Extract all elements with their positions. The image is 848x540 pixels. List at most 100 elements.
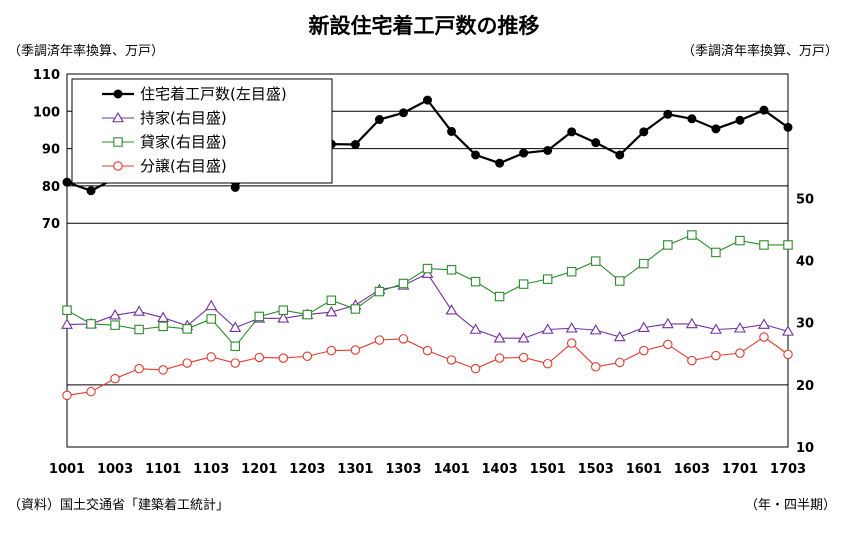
data-point-owner <box>613 330 626 342</box>
series-rental <box>62 230 793 352</box>
data-point-owner <box>661 317 674 329</box>
data-point-rental <box>206 314 216 324</box>
data-point-total <box>663 109 673 119</box>
plot-frame <box>66 73 789 448</box>
data-point-total <box>543 145 553 155</box>
data-point-rental <box>687 230 697 240</box>
data-point-sale <box>518 352 529 363</box>
data-point-owner <box>782 325 794 336</box>
data-point-total <box>398 108 408 118</box>
data-point-rental <box>759 240 769 250</box>
data-point-sale <box>590 362 601 372</box>
x-tick-label: 1201 <box>241 462 277 477</box>
data-point-total <box>783 122 793 132</box>
series-line-rental <box>66 234 788 348</box>
data-point-sale <box>735 348 745 358</box>
data-point-rental <box>182 324 192 334</box>
x-tick-label: 1401 <box>433 462 469 477</box>
data-point-sale <box>639 345 649 356</box>
data-point-owner <box>469 323 482 334</box>
data-point-owner <box>157 311 170 322</box>
x-tick-label: 1701 <box>722 462 758 477</box>
data-point-owner <box>109 309 122 320</box>
series-line-owner <box>66 272 789 339</box>
data-point-rental <box>566 266 577 277</box>
data-point-rental <box>783 240 793 250</box>
right-tick-label: 30 <box>796 317 814 332</box>
data-point-rental <box>254 311 265 322</box>
data-point-rental <box>374 286 385 297</box>
data-point-owner <box>758 318 770 329</box>
data-point-rental <box>422 263 433 274</box>
x-tick-label: 1601 <box>626 462 662 477</box>
left-tick-label: 80 <box>42 180 60 195</box>
data-point-rental <box>62 305 72 315</box>
data-point-sale <box>663 339 673 350</box>
data-point-owner <box>205 299 218 311</box>
data-point-total <box>687 114 697 124</box>
legend-item-total: 住宅着工戸数(左目盛) <box>102 85 287 103</box>
data-point-total <box>423 95 432 105</box>
x-tick-label: 1003 <box>97 462 133 477</box>
data-point-owner <box>517 332 530 343</box>
legend-label: 貸家(右目盛) <box>140 133 227 151</box>
legend-item-owner: 持家(右目盛) <box>102 109 227 127</box>
data-point-total <box>447 126 457 136</box>
left-tick-label: 90 <box>42 143 60 158</box>
x-tick-label: 1203 <box>289 462 325 477</box>
data-point-sale <box>302 351 313 361</box>
legend-marker <box>113 137 123 147</box>
legend-label: 分譲(右目盛) <box>140 157 227 175</box>
data-point-rental <box>711 247 721 258</box>
data-point-rental <box>110 320 120 330</box>
data-point-owner <box>733 322 746 333</box>
data-point-rental <box>398 278 409 289</box>
data-point-sale <box>158 365 168 375</box>
x-tick-label: 1503 <box>578 462 614 477</box>
period-label: （年・四半期） <box>744 498 836 513</box>
data-point-sale <box>110 373 120 384</box>
data-point-total <box>471 150 481 160</box>
data-point-rental <box>278 305 289 315</box>
data-point-sale <box>350 345 361 355</box>
data-point-total <box>86 186 96 196</box>
legend-item-rental: 貸家(右目盛) <box>102 133 227 151</box>
data-point-sale <box>86 386 96 397</box>
x-tick-label: 1301 <box>337 462 373 477</box>
left-tick-label: 70 <box>42 217 60 232</box>
left-tick-label: 110 <box>33 68 60 83</box>
left-tick-label: 100 <box>33 105 60 120</box>
data-point-owner <box>493 332 506 343</box>
data-point-rental <box>134 324 144 335</box>
data-point-sale <box>206 352 216 362</box>
right-tick-label: 20 <box>796 379 814 394</box>
right-tick-label: 10 <box>796 441 814 456</box>
data-point-sale <box>783 349 793 360</box>
chart-title: 新設住宅着工戸数の推移 <box>308 14 540 38</box>
x-tick-label: 1001 <box>49 462 85 477</box>
data-point-rental <box>446 265 457 275</box>
right-tick-label: 40 <box>796 255 814 270</box>
data-point-total <box>711 124 721 134</box>
data-point-rental <box>663 240 673 250</box>
data-point-sale <box>470 363 481 374</box>
data-point-sale <box>759 332 769 342</box>
data-point-rental <box>86 319 96 329</box>
data-point-owner <box>133 305 146 316</box>
data-point-rental <box>615 276 625 286</box>
data-point-total <box>567 127 577 137</box>
data-point-rental <box>470 276 481 287</box>
data-point-sale <box>134 363 144 374</box>
data-point-total <box>62 177 72 187</box>
data-point-rental <box>230 341 240 352</box>
data-point-total <box>230 182 240 192</box>
legend-label: 住宅着工戸数(左目盛) <box>140 85 287 103</box>
data-point-sale <box>326 345 337 356</box>
data-point-owner <box>61 318 73 329</box>
data-point-sale <box>62 390 72 401</box>
legend: 住宅着工戸数(左目盛) 持家(右目盛) 貸家(右目盛) 分譲(右目盛) <box>71 78 333 184</box>
data-point-sale <box>254 352 265 363</box>
data-point-sale <box>446 355 457 365</box>
series-line-sale <box>66 336 789 396</box>
